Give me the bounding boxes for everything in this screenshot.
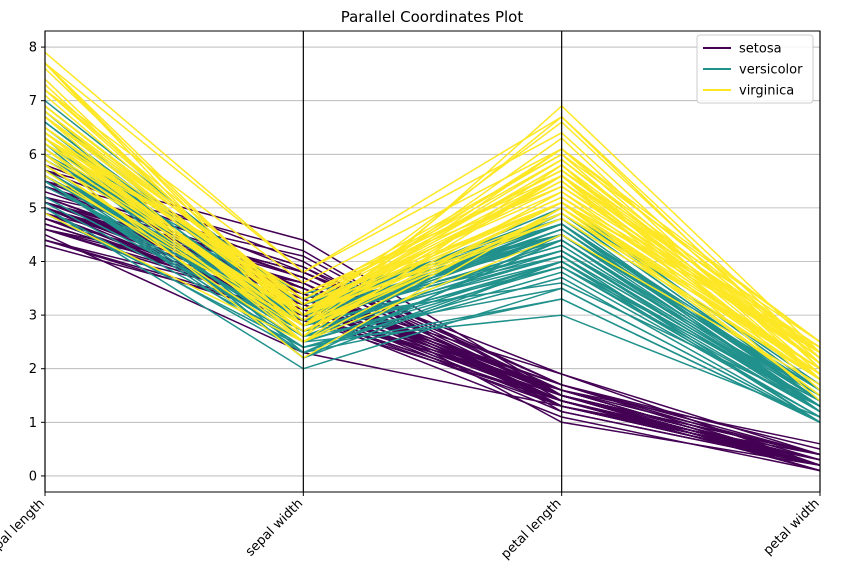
y-tick-label: 5: [29, 201, 37, 216]
data-line-virginica: [44, 164, 821, 375]
data-line-virginica: [44, 126, 821, 370]
data-line-virginica: [44, 116, 821, 348]
legend: setosa versicolor virginica: [696, 34, 814, 104]
legend-box: [696, 34, 814, 104]
data-line-virginica: [44, 142, 821, 354]
y-tick-label: 1: [29, 416, 37, 431]
x-axis-label: petal width: [761, 496, 823, 558]
data-line-virginica: [44, 62, 821, 370]
y-ticks: 0 1 2 3 4 5 6 7 8: [29, 41, 45, 484]
data-line-virginica: [44, 212, 821, 386]
x-axis-label: petal length: [498, 496, 564, 562]
y-tick-label: 2: [29, 362, 37, 377]
y-tick-label: 4: [29, 255, 37, 270]
data-line-versicolor: [44, 201, 821, 418]
x-axis-label: sepal width: [243, 496, 306, 559]
legend-label-virginica: virginica: [739, 84, 794, 99]
data-line-virginica: [44, 153, 821, 397]
data-line-virginica: [44, 159, 821, 381]
y-tick-label: 0: [29, 469, 37, 484]
y-tick-label: 8: [29, 41, 37, 56]
series-lines: [44, 51, 821, 472]
y-tick-label: 3: [29, 309, 37, 324]
data-line-versicolor: [44, 207, 821, 423]
data-line-versicolor: [44, 180, 821, 407]
data-line-virginica: [44, 116, 821, 343]
legend-label-setosa: setosa: [739, 42, 782, 57]
legend-label-versicolor: versicolor: [739, 63, 803, 78]
series-virginica: [44, 51, 821, 402]
y-tick-label: 7: [29, 94, 37, 109]
data-line-virginica: [44, 89, 821, 343]
data-line-versicolor: [44, 180, 821, 423]
x-axis-labels: sepal length sepal width petal length petal…: [0, 492, 823, 564]
y-tick-label: 6: [29, 148, 37, 163]
chart-title: Parallel Coordinates Plot: [341, 8, 524, 26]
data-line-virginica: [44, 62, 821, 359]
x-axis-label: sepal length: [0, 496, 48, 563]
data-line-virginica: [44, 132, 821, 359]
